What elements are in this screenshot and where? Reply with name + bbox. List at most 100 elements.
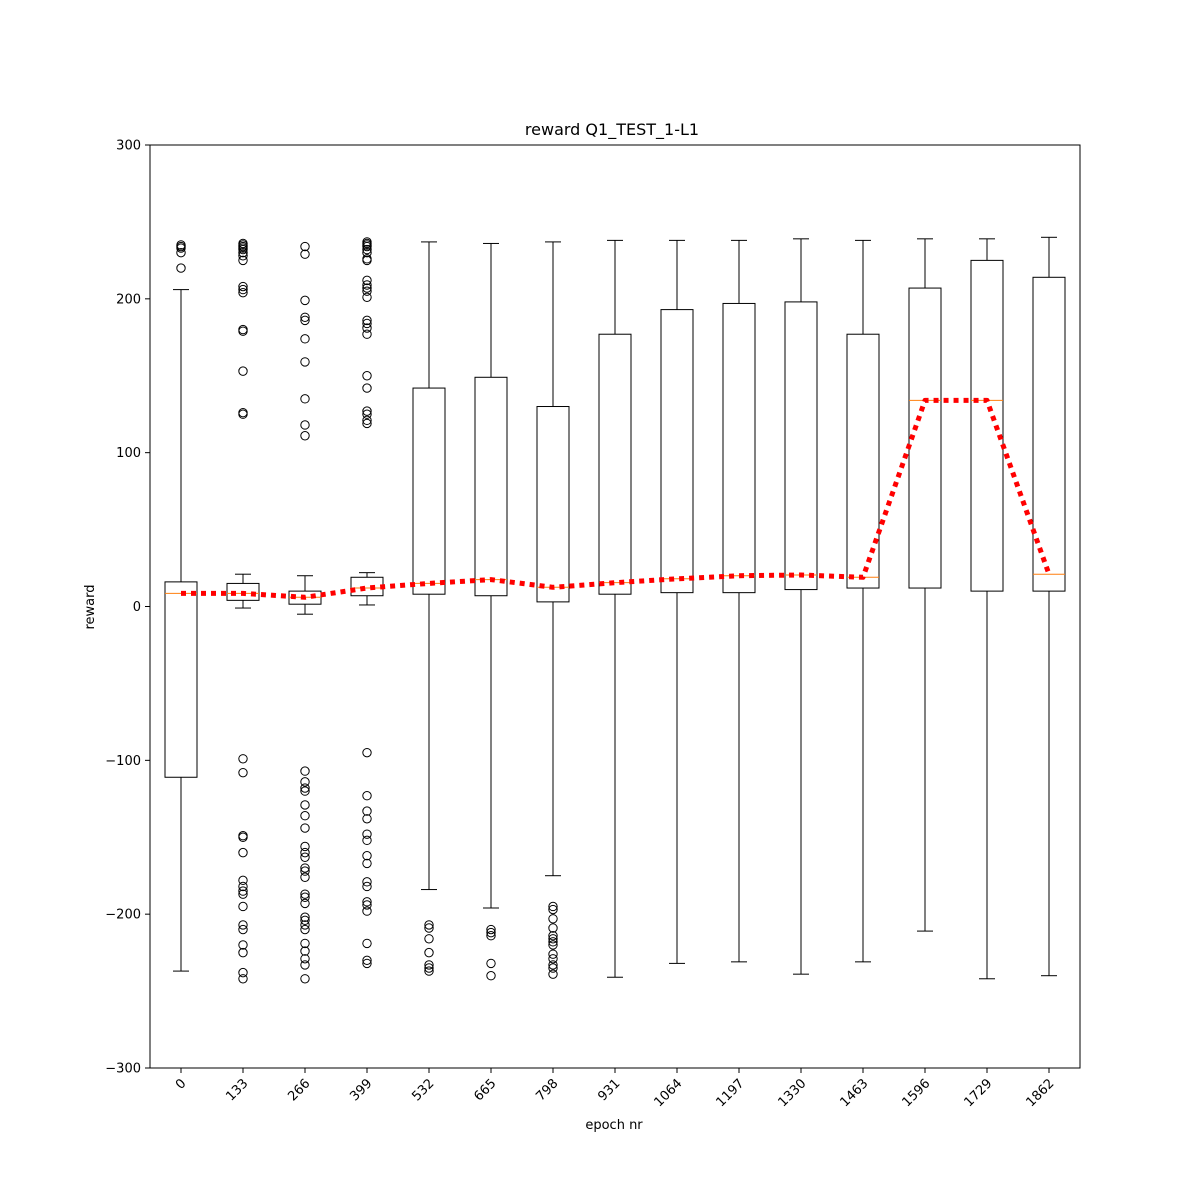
outlier-point	[548, 934, 558, 944]
outlier-point	[238, 754, 248, 764]
outlier-point	[486, 924, 496, 935]
outlier-point	[300, 420, 310, 430]
plot-area: −300 −200 −100 0 100 200 300 0 133 266 399 532 665 79…	[105, 139, 1081, 1110]
y-tick-label: −300	[105, 1062, 141, 1077]
x-tick-label: 1064	[651, 1076, 685, 1110]
y-tick-label: −100	[105, 754, 141, 769]
x-tick-label: 798	[533, 1076, 561, 1104]
x-tick-label: 1862	[1023, 1076, 1057, 1110]
box	[908, 287, 942, 589]
outlier-point	[362, 315, 372, 326]
outlier-point	[362, 938, 372, 949]
outlier-point	[362, 955, 372, 966]
outlier-point	[362, 881, 372, 892]
outlier-point	[300, 898, 310, 909]
outlier-point	[300, 394, 310, 404]
outlier-point	[300, 783, 310, 793]
outlier-point	[300, 892, 310, 902]
outlier-point	[300, 312, 310, 322]
outlier-point	[548, 904, 558, 915]
outlier-point	[300, 852, 310, 862]
outlier-point	[362, 747, 372, 758]
outlier-point	[300, 777, 310, 787]
outlier-point	[362, 255, 372, 266]
x-tick-label: 1197	[713, 1076, 747, 1110]
outlier-point	[238, 767, 248, 778]
outlier-point	[362, 280, 372, 290]
box	[784, 301, 818, 591]
outlier-point	[176, 243, 186, 253]
outlier-point	[362, 814, 372, 824]
x-tick-label: 931	[595, 1076, 623, 1104]
plot-frame	[149, 144, 1081, 1069]
outlier-point	[362, 244, 372, 255]
box	[536, 406, 570, 603]
outlier-point	[362, 806, 372, 816]
outlier-point	[238, 901, 248, 912]
outlier-point	[424, 923, 434, 933]
outlier-point	[238, 251, 248, 261]
outlier-point	[238, 247, 248, 258]
y-tick-label: 300	[116, 139, 141, 154]
outlier-point	[238, 244, 248, 255]
outlier-point	[548, 954, 558, 964]
box	[598, 333, 632, 595]
outlier-point	[362, 283, 372, 293]
box	[846, 333, 880, 589]
outlier-point	[424, 963, 434, 973]
outlier-point	[300, 315, 310, 326]
y-tick-label: 100	[116, 446, 141, 461]
outlier-point	[300, 334, 310, 344]
outlier-point	[548, 901, 558, 912]
outlier-point	[362, 877, 372, 887]
outlier-point	[548, 949, 558, 959]
outlier-point	[238, 832, 248, 842]
x-tick-label: 399	[347, 1076, 375, 1104]
outlier-point	[362, 906, 372, 916]
box	[226, 582, 260, 601]
outlier-point	[362, 318, 372, 329]
outlier-point	[362, 371, 372, 381]
median-trend-line	[181, 397, 1052, 600]
box	[660, 309, 694, 594]
outlier-point	[300, 974, 310, 984]
outlier-point	[424, 920, 434, 930]
x-tick-label: 1729	[961, 1076, 995, 1110]
outlier-point	[300, 938, 310, 949]
outlier-point	[548, 923, 558, 933]
chart-title: reward Q1_TEST_1-L1	[525, 120, 699, 140]
outlier-point	[548, 937, 558, 947]
outlier-point	[300, 766, 310, 776]
x-axis-label: epoch nr	[585, 1118, 643, 1133]
outlier-point	[362, 829, 372, 839]
outlier-point	[424, 960, 434, 970]
outlier-point	[238, 409, 248, 419]
outlier-point	[362, 958, 372, 969]
outlier-point	[362, 409, 372, 419]
outlier-point	[486, 927, 496, 938]
outlier-point	[238, 366, 248, 376]
outlier-point	[548, 969, 558, 979]
outlier-point	[300, 912, 310, 922]
outlier-point	[424, 966, 434, 976]
x-tick-label: 1463	[837, 1076, 871, 1110]
outlier-point	[238, 875, 248, 886]
outlier-point	[362, 329, 372, 339]
outlier-point	[362, 292, 372, 302]
outlier-point	[238, 974, 248, 984]
outlier-point	[176, 263, 186, 273]
outlier-point	[362, 897, 372, 907]
outlier-point	[486, 958, 496, 969]
outlier-point	[300, 847, 310, 858]
outlier-point	[362, 383, 372, 393]
x-tick-label: 665	[471, 1076, 499, 1104]
outlier-point	[238, 886, 248, 896]
x-tick-label: 133	[223, 1076, 251, 1104]
outlier-point	[238, 881, 248, 892]
outlier-point	[362, 415, 372, 426]
outlier-point	[238, 255, 248, 266]
outlier-point	[362, 286, 372, 296]
outlier-point	[300, 946, 310, 956]
